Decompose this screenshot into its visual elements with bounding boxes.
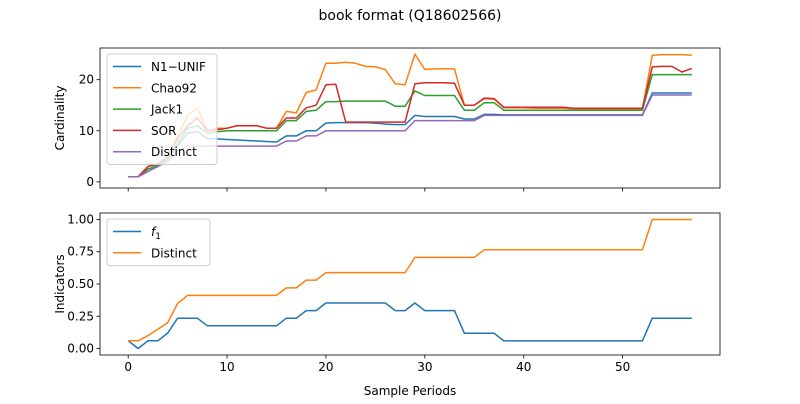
legend-label-0-3: SOR xyxy=(151,124,176,138)
legend-label-0-0: N1−UNIF xyxy=(151,60,206,74)
y-tick-label-0-2: 20 xyxy=(79,73,94,87)
x-tick-label-1-5: 50 xyxy=(615,360,630,374)
legend-label-0-2: Jack1 xyxy=(150,103,183,117)
legend-label-0-1: Chao92 xyxy=(151,81,197,95)
legend-box-0 xyxy=(106,53,218,165)
legend-label-0-4: Distinct xyxy=(151,145,197,159)
y-axis-label-1: Indicators xyxy=(53,254,67,313)
x-tick-label-1-0: 0 xyxy=(124,360,132,374)
y-tick-label-0-1: 10 xyxy=(79,124,94,138)
y-axis-label-0: Cardinality xyxy=(53,86,67,151)
series-line-0-4 xyxy=(128,94,692,178)
series-line-0-3 xyxy=(128,65,693,178)
legend-label-1-1: Distinct xyxy=(151,246,197,260)
y-tick-label-1-2: 0.50 xyxy=(67,277,94,291)
axes-frame-0 xyxy=(99,47,721,189)
figure-title: book format (Q18602566) xyxy=(319,8,502,24)
top-panel-cardinality: 0 10 20 Cardinality N1−UNIF Chao92 Jack1 SOR Dis… xyxy=(53,47,721,192)
y-tick-label-1-1: 0.25 xyxy=(67,309,94,323)
x-tick-label-1-1: 10 xyxy=(219,360,234,374)
y-tick-label-1-4: 1.00 xyxy=(67,212,94,226)
x-tick-label-1-2: 20 xyxy=(318,360,333,374)
legend-box-1 xyxy=(106,218,211,267)
y-tick-label-1-0: 0.00 xyxy=(67,342,94,356)
x-tick-label-1-3: 30 xyxy=(417,360,432,374)
bottom-panel-indicators: 0 10 20 30 40 50 0.00 0.25 0.50 0.75 1.00 Indicator… xyxy=(53,212,721,398)
x-tick-label-1-4: 40 xyxy=(516,360,531,374)
series-line-0-2 xyxy=(128,73,692,178)
y-tick-label-1-3: 0.75 xyxy=(67,245,94,259)
x-axis-label-1: Sample Periods xyxy=(364,384,456,398)
series-line-1-0 xyxy=(127,302,692,350)
legend-label-1-0: f1 xyxy=(151,225,161,242)
y-tick-label-0-0: 0 xyxy=(86,175,94,189)
series-line-1-1 xyxy=(128,218,692,342)
